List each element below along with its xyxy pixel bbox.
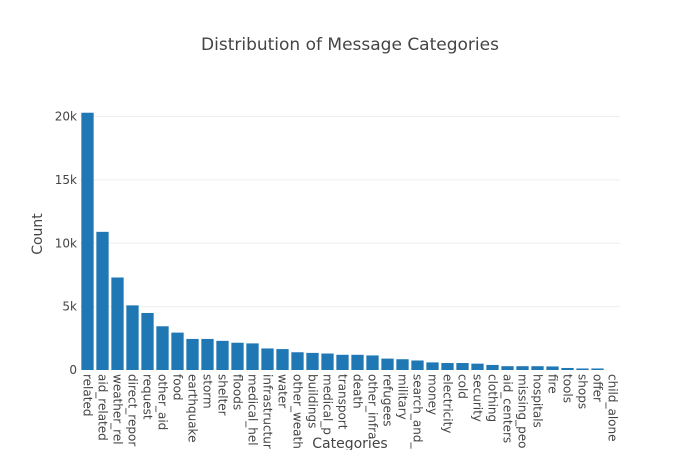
- x-tick-label: electricity: [441, 374, 455, 433]
- y-tick-label: 5k: [62, 300, 77, 314]
- x-tick-label: storm: [201, 374, 215, 409]
- y-tick-label: 15k: [55, 173, 77, 187]
- bar-cold: [456, 363, 469, 370]
- bar-military: [396, 359, 409, 370]
- y-tick-label: 0: [69, 363, 77, 377]
- x-tick-label: death: [351, 374, 365, 409]
- x-tick-label: buildings: [306, 374, 320, 428]
- bar-offer: [591, 368, 604, 370]
- bar-related: [81, 112, 94, 371]
- x-tick-label: request: [141, 374, 155, 420]
- bar-security: [471, 363, 484, 370]
- bar-request: [141, 312, 154, 370]
- x-tick-label: cold: [456, 374, 470, 399]
- x-tick-label: other_aid: [156, 374, 170, 430]
- x-tick-label: weather_rel: [111, 374, 125, 445]
- x-tick-label: offer: [591, 374, 605, 402]
- x-tick-label: hospitals: [531, 374, 545, 428]
- x-tick-label: search_and_: [411, 374, 425, 449]
- x-tick-label: tools: [561, 374, 575, 403]
- bar-transport: [336, 354, 349, 370]
- x-tick-label: medical_p: [321, 374, 335, 435]
- x-tick-label: other_infra: [366, 374, 380, 439]
- x-tick-label: clothing: [486, 374, 500, 422]
- y-tick-label: 20k: [55, 110, 77, 124]
- bar-search_and_: [411, 360, 424, 370]
- bar-other_infra: [366, 355, 379, 370]
- x-tick-label: fire: [546, 374, 560, 394]
- bar-hospitals: [531, 366, 544, 370]
- x-tick-label: money: [426, 374, 440, 415]
- x-tick-label: other_weath: [291, 374, 305, 449]
- bar-water: [276, 349, 289, 370]
- bar-earthquake: [186, 338, 199, 370]
- x-tick-label: aid_centers: [501, 374, 515, 443]
- bar-direct_repor: [126, 305, 139, 370]
- y-axis-title: Count: [30, 213, 46, 255]
- bar-shelter: [216, 340, 229, 370]
- x-tick-label: shelter: [216, 374, 230, 416]
- bar-money: [426, 362, 439, 370]
- x-tick-label: infrastructur: [261, 374, 275, 449]
- x-tick-label: missing_peo: [516, 374, 530, 448]
- bar-aid_related: [96, 231, 109, 370]
- bar-medical_hel: [246, 343, 259, 370]
- bar-floods: [231, 342, 244, 370]
- x-tick-label: transport: [336, 374, 350, 430]
- x-tick-label: floods: [231, 374, 245, 410]
- bar-weather_rel: [111, 277, 124, 370]
- y-tick-label: 10k: [55, 236, 77, 250]
- bar-infrastructur: [261, 348, 274, 370]
- bar-clothing: [486, 364, 499, 370]
- bar-medical_p: [321, 353, 334, 370]
- grid-lines: [80, 116, 620, 308]
- bar-electricity: [441, 363, 454, 370]
- bars: [81, 112, 604, 371]
- bar-buildings: [306, 352, 319, 370]
- x-axis-title: Categories: [312, 436, 387, 450]
- bar-shops: [576, 368, 589, 370]
- x-tick-label: direct_repor: [126, 374, 140, 446]
- x-tick-label: military: [396, 374, 410, 420]
- x-tick-label: child_alone: [606, 374, 620, 442]
- bar-food: [171, 332, 184, 370]
- bar-other_aid: [156, 326, 169, 370]
- x-tick-label: food: [171, 374, 185, 401]
- bar-storm: [201, 338, 214, 370]
- x-tick-label: aid_related: [96, 374, 110, 441]
- x-tick-label: refugees: [381, 374, 395, 427]
- x-tick-label: related: [81, 374, 95, 416]
- x-tick-label: earthquake: [186, 374, 200, 442]
- x-tick-label: shops: [576, 374, 590, 409]
- bar-tools: [561, 367, 574, 370]
- x-axis-ticks: related aid_related weather_rel direct_repo…: [81, 374, 620, 449]
- x-tick-label: medical_hel: [246, 374, 260, 446]
- x-tick-label: security: [471, 374, 485, 422]
- bar-aid_centers: [501, 366, 514, 370]
- y-axis-ticks: 0 5k 10k 15k 20k: [55, 110, 77, 377]
- bar-other_weath: [291, 352, 304, 370]
- x-tick-label: water: [276, 374, 290, 408]
- bar-refugees: [381, 358, 394, 370]
- bar-death: [351, 354, 364, 370]
- bar-missing_peo: [516, 366, 529, 370]
- chart-title: Distribution of Message Categories: [201, 35, 499, 55]
- bar-fire: [546, 366, 559, 370]
